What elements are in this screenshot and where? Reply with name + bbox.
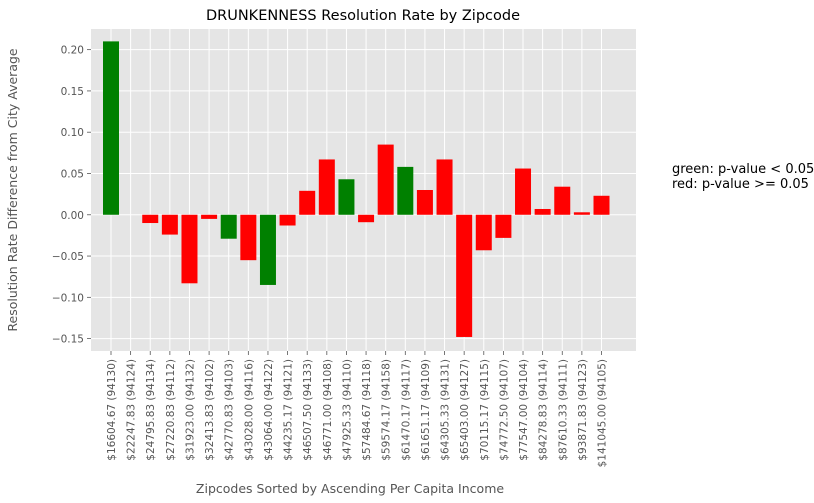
y-tick-label: −0.05 <box>52 251 84 263</box>
x-tick-label: $87610.33 (94111) <box>557 359 569 461</box>
x-tick-label: $77547.00 (94104) <box>518 359 530 461</box>
bar <box>220 214 237 239</box>
bar <box>358 214 375 223</box>
bar <box>181 214 198 284</box>
bar <box>161 214 178 235</box>
x-tick-label: $61470.17 (94117) <box>400 359 412 461</box>
y-tick-label: 0.15 <box>61 86 84 98</box>
x-tick-label: $43064.00 (94122) <box>263 359 275 461</box>
bar <box>377 144 394 215</box>
legend-note-green: green: p-value < 0.05 <box>672 162 814 177</box>
x-tick-label: $44235.17 (94121) <box>283 359 295 461</box>
x-tick-label: $93871.83 (94123) <box>577 359 589 461</box>
bars <box>103 41 610 337</box>
x-tick-label: $70115.17 (94115) <box>479 359 491 461</box>
bar <box>397 166 414 215</box>
bar <box>103 41 119 215</box>
x-tick-label: $141045.00 (94105) <box>597 359 609 467</box>
x-tick-label: $27220.83 (94112) <box>165 359 177 461</box>
bar <box>142 214 159 224</box>
y-tick-label: 0.20 <box>61 45 84 57</box>
bar <box>436 159 453 215</box>
x-tick-label: $46771.00 (94108) <box>322 359 334 461</box>
chart-title: DRUNKENNESS Resolution Rate by Zipcode <box>206 8 520 24</box>
x-tick-label: $84278.83 (94114) <box>538 359 550 461</box>
x-tick-label: $46507.50 (94133) <box>302 359 314 461</box>
bar <box>240 214 257 261</box>
x-tick-label: $64305.33 (94131) <box>440 359 452 461</box>
y-tick-label: −0.10 <box>52 292 84 304</box>
x-tick-label: $32413.83 (94102) <box>204 359 216 461</box>
x-tick-label: $65403.00 (94127) <box>459 359 471 461</box>
bar <box>495 214 512 238</box>
bar <box>534 208 551 215</box>
x-axis-ticks: $16604.67 (94130) $22247.83 (94124) $24795… <box>106 351 609 467</box>
y-tick-label: 0.10 <box>61 127 84 139</box>
x-tick-label: $22247.83 (94124) <box>126 359 138 461</box>
bar <box>279 214 296 226</box>
y-axis-ticks: −0.15 −0.10 −0.05 0.00 0.05 0.10 0.15 0.20 <box>52 45 91 346</box>
x-tick-label: $47925.33 (94110) <box>341 359 353 461</box>
bar <box>554 186 571 215</box>
x-tick-label: $59574.17 (94158) <box>381 359 393 461</box>
bar <box>475 214 492 251</box>
bar <box>573 212 590 215</box>
bar <box>318 159 335 215</box>
legend-note-red: red: p-value >= 0.05 <box>672 177 809 192</box>
bar <box>416 190 433 215</box>
y-tick-label: 0.00 <box>61 210 84 222</box>
bar <box>338 179 355 215</box>
bar <box>299 190 316 215</box>
x-tick-label: $42770.83 (94103) <box>224 359 236 461</box>
y-tick-label: 0.05 <box>61 168 84 180</box>
bar <box>201 214 218 219</box>
x-tick-label: $24795.83 (94134) <box>145 359 157 461</box>
bar <box>593 195 610 215</box>
x-axis-label: Zipcodes Sorted by Ascending Per Capita … <box>196 481 504 496</box>
x-tick-label: $61651.17 (94109) <box>420 359 432 461</box>
bar <box>259 214 276 285</box>
y-tick-label: −0.15 <box>52 334 84 346</box>
bar <box>456 214 473 337</box>
y-axis-label: Resolution Rate Difference from City Ave… <box>5 48 20 332</box>
x-tick-label: $43028.00 (94116) <box>243 359 255 461</box>
plot-background <box>91 29 636 351</box>
x-tick-label: $31923.00 (94132) <box>184 359 196 461</box>
x-tick-label: $57484.67 (94118) <box>361 359 373 461</box>
bar <box>515 168 532 215</box>
x-tick-label: $16604.67 (94130) <box>106 359 118 461</box>
x-tick-label: $74772.50 (94107) <box>498 359 510 461</box>
